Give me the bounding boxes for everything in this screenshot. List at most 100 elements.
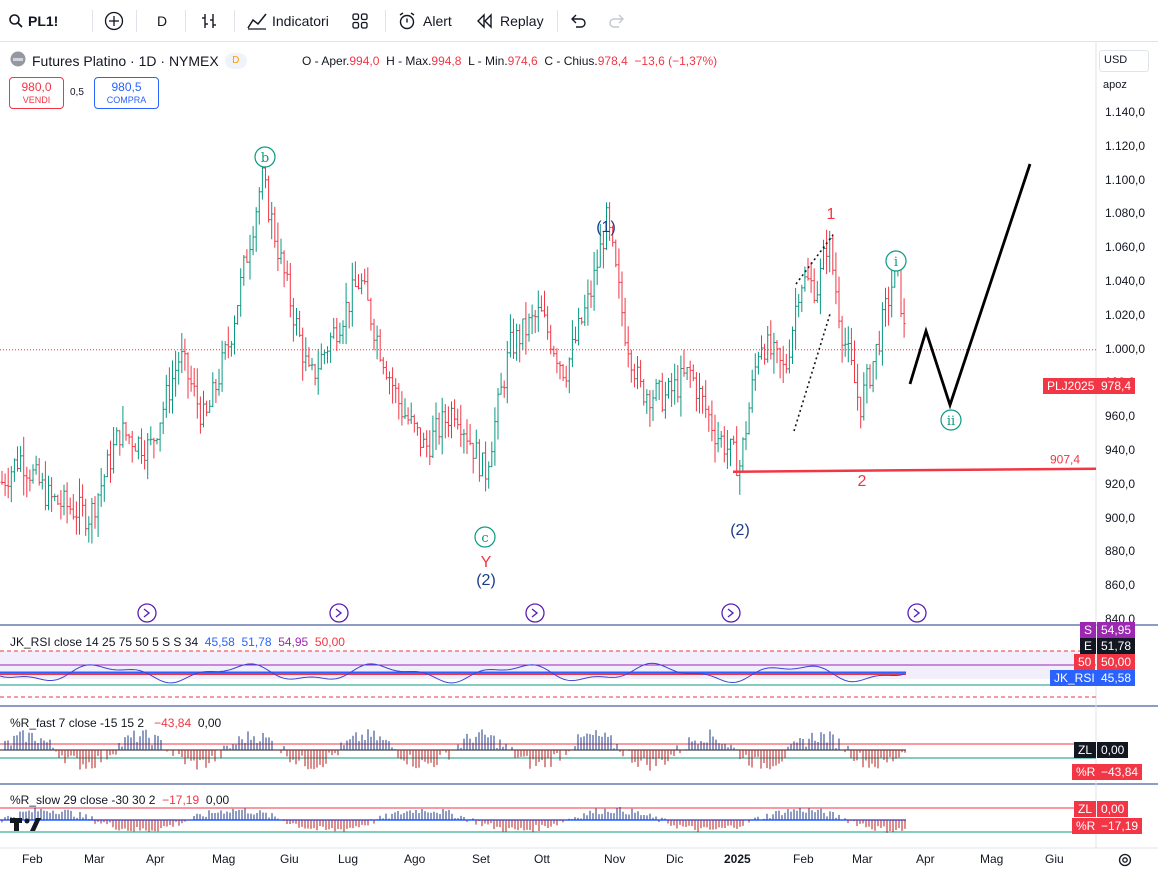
price-bar [152, 437, 156, 459]
symbol-search-button[interactable]: PL1! [8, 8, 58, 34]
price-bar [648, 390, 652, 427]
price-bar [611, 225, 615, 247]
price-bar [288, 262, 292, 318]
symbol-legend[interactable]: Futures Platino · 1D · NYMEX D [10, 51, 247, 70]
settings-gear-icon[interactable] [1117, 852, 1133, 873]
alert-button[interactable]: Alert [397, 8, 452, 34]
price-bar [818, 258, 822, 315]
price-bar [403, 398, 407, 419]
price-bar [53, 493, 57, 502]
price-bar [809, 261, 813, 293]
buy-button[interactable]: 980,5 COMPRA [94, 77, 159, 109]
price-bar [270, 202, 274, 240]
price-bar [493, 407, 497, 466]
price-bar [601, 231, 605, 269]
price-bar [319, 343, 323, 370]
last-price-tag: 978,4 [1097, 378, 1136, 394]
top-toolbar: PL1! D Indicatori Alert R [0, 0, 1158, 42]
add-symbol-button[interactable] [104, 8, 124, 34]
price-tick-label: 960,0 [1105, 409, 1136, 424]
price-bar [862, 372, 866, 421]
price-bar [415, 422, 419, 436]
sell-button[interactable]: 980,0 VENDI [9, 77, 64, 109]
price-bar [233, 315, 236, 355]
indicators-button[interactable]: Indicatori [246, 8, 329, 34]
currency-select[interactable]: USD [1099, 50, 1149, 72]
wave-text: c [481, 531, 488, 546]
price-bar [295, 307, 298, 336]
chart-area[interactable]: 907,4 b c Y (2) (1) (2) 1 2 i ii Futures Platino ·… [0, 42, 1158, 873]
price-bar [211, 372, 215, 408]
price-bar [843, 327, 847, 357]
price-bar [440, 397, 444, 455]
support-level-label: 907,4 [1050, 453, 1080, 467]
chart-type-button[interactable] [199, 8, 219, 34]
wave-text: b [261, 151, 269, 166]
price-bar [406, 407, 410, 425]
price-bar [707, 405, 711, 432]
price-bar [456, 408, 460, 430]
price-bar [760, 335, 763, 360]
price-bar [381, 357, 385, 375]
price-bar [363, 268, 367, 285]
scale-mode-label[interactable]: apoz [1103, 79, 1127, 91]
price-bar [521, 318, 525, 351]
price-bar [248, 234, 252, 280]
price-bar [822, 239, 825, 270]
price-bar [422, 432, 426, 448]
price-bar [239, 268, 243, 317]
wave-c-label: c [474, 526, 496, 548]
price-bar [167, 367, 171, 414]
rewind-icon [476, 13, 494, 29]
price-bar [508, 314, 512, 358]
price-bar [577, 307, 581, 346]
replay-label: Replay [500, 13, 544, 29]
month-label: Mag [212, 852, 236, 866]
price-bar [574, 326, 577, 344]
price-bar [676, 365, 680, 403]
price-bar [40, 472, 44, 490]
price-bar [397, 383, 401, 420]
price-bar [871, 361, 875, 393]
rslow-legend[interactable]: %R_slow 29 close -30 30 2 −17,19 0,00 [10, 793, 230, 807]
price-bar [245, 249, 249, 263]
replay-button[interactable]: Replay [476, 8, 544, 34]
tradingview-logo [10, 816, 46, 837]
layouts-button[interactable] [351, 8, 369, 34]
price-bar [691, 364, 695, 382]
rsi-legend[interactable]: JK_RSI close 14 25 75 50 5 S S 34 45,58 … [10, 635, 345, 649]
price-bar [701, 385, 705, 414]
redo-button[interactable] [608, 8, 626, 34]
price-bar [499, 372, 503, 395]
grid-icon [351, 12, 369, 30]
undo-button[interactable] [569, 8, 587, 34]
price-bar [505, 341, 509, 404]
wave-y-label: Y [481, 554, 492, 571]
session-marker-icon [137, 603, 157, 623]
price-bar [642, 379, 646, 406]
interval-label: D [157, 13, 168, 29]
price-bar [180, 333, 184, 374]
interval-button[interactable]: D [157, 8, 167, 34]
price-bar [620, 271, 624, 327]
price-bar [766, 325, 770, 363]
price-bar [800, 284, 804, 313]
price-bar [313, 363, 317, 386]
price-bar [12, 458, 16, 482]
marker-arrow [143, 608, 151, 618]
price-bar [409, 402, 413, 425]
rfast-legend[interactable]: %R_fast 7 close -15 15 2 −43,84 0,00 [10, 716, 222, 730]
rfast-zl-tag: ZL [1074, 742, 1097, 758]
price-bar [617, 248, 621, 299]
price-bar [229, 340, 233, 357]
price-bar [673, 363, 677, 405]
price-bar [133, 443, 137, 452]
symbol-logo-icon [10, 51, 26, 70]
undo-icon [569, 13, 587, 29]
price-bar [797, 293, 801, 318]
month-label: Apr [916, 852, 935, 866]
price-bar [716, 421, 720, 453]
ohlc-values: O - Aper.994,0 H - Max.994,8 L - Min.974… [302, 54, 718, 68]
price-bar [378, 329, 382, 362]
